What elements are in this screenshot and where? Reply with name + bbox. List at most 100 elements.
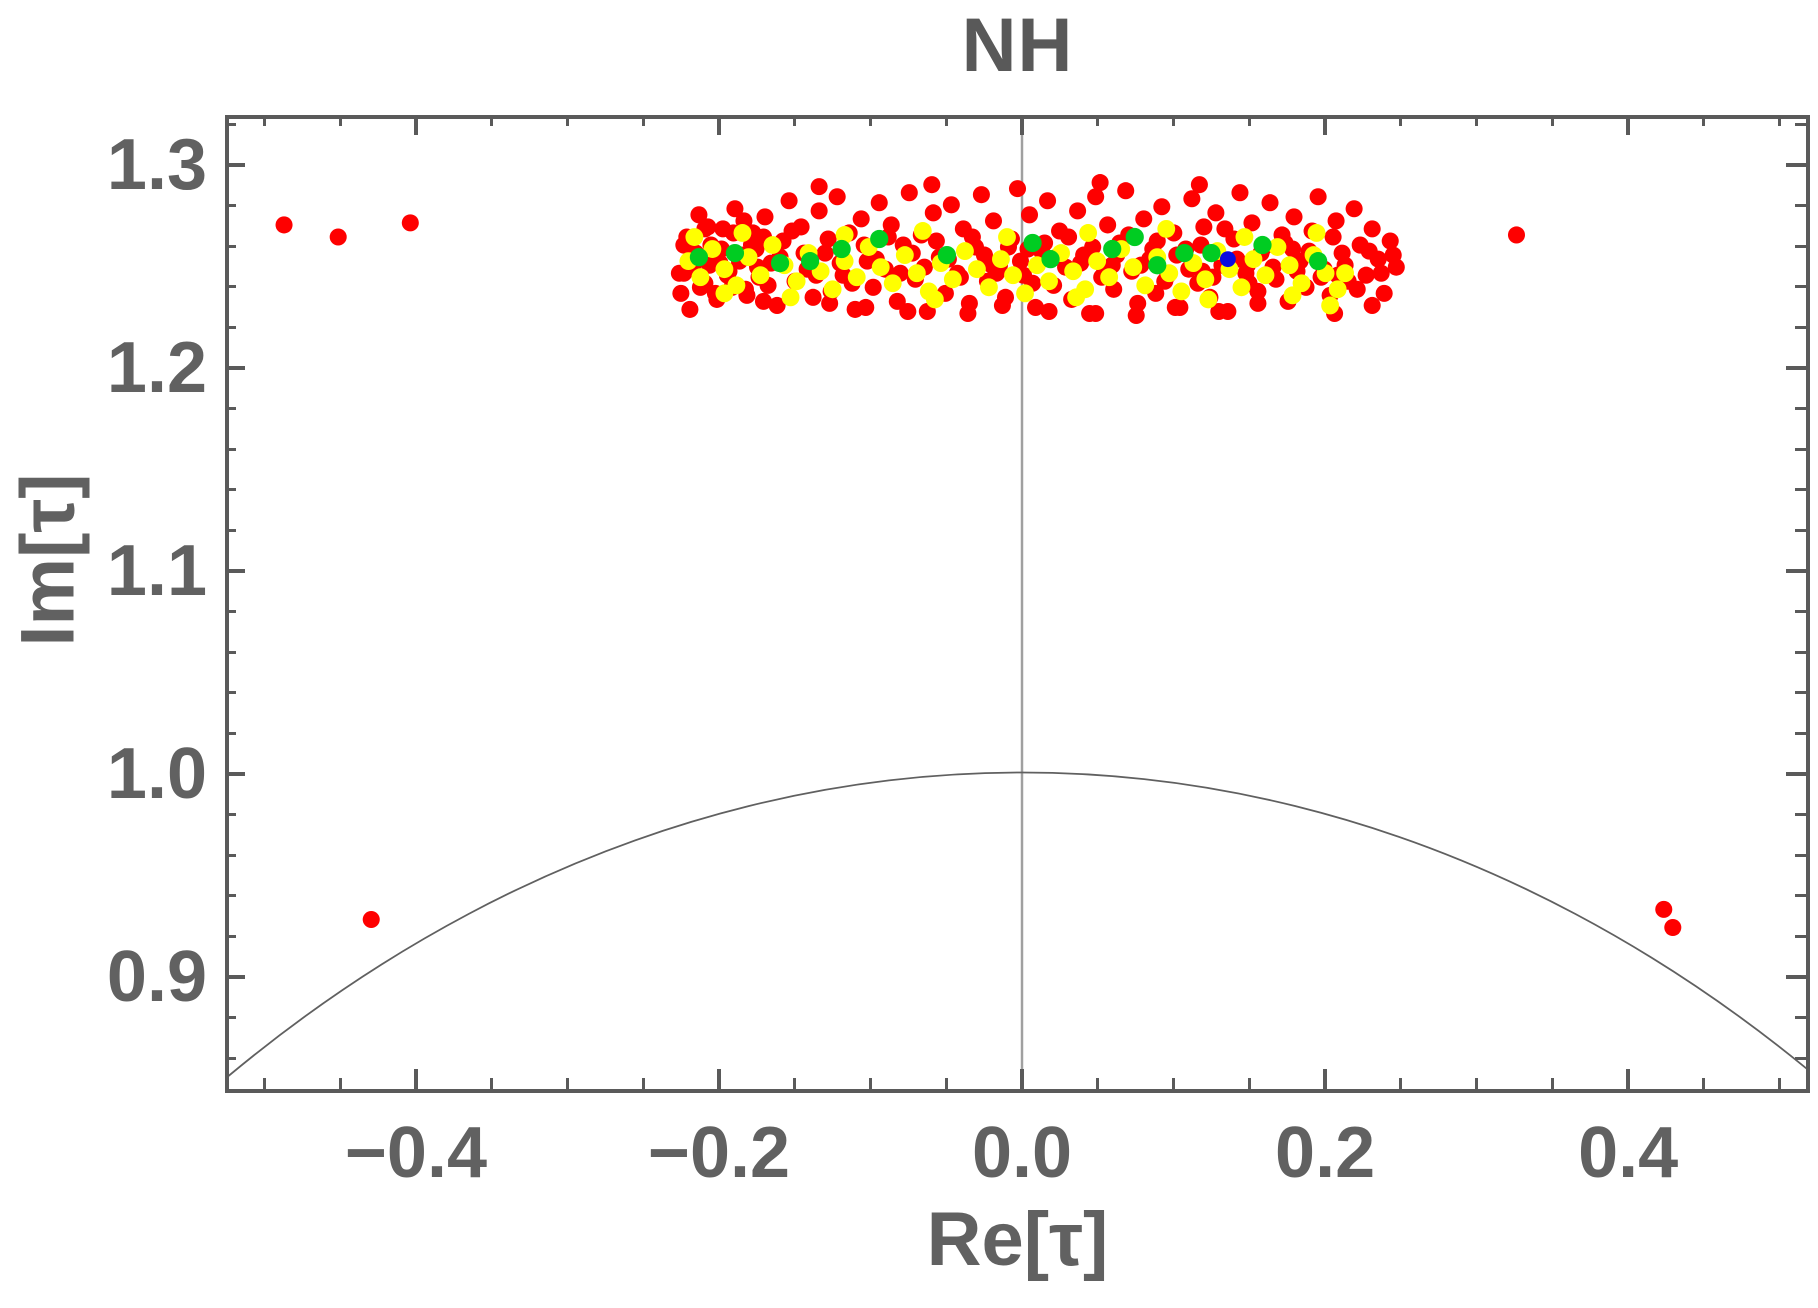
minor-tick xyxy=(1702,1078,1706,1089)
minor-tick xyxy=(869,1078,873,1089)
scatter-point xyxy=(1020,206,1039,224)
minor-tick xyxy=(565,115,569,126)
scatter-point xyxy=(972,186,990,204)
scatter-point xyxy=(1040,272,1058,291)
scatter-point xyxy=(1148,256,1167,275)
scatter-point xyxy=(1064,262,1083,281)
major-tick xyxy=(1626,115,1631,135)
scatter-point xyxy=(1235,228,1254,246)
scatter-point xyxy=(689,248,709,267)
scatter-point xyxy=(943,270,962,289)
scatter-point xyxy=(739,248,758,267)
minor-tick xyxy=(1795,204,1806,208)
scatter-point xyxy=(984,212,1003,230)
major-tick xyxy=(716,1069,721,1089)
scatter-point xyxy=(1309,188,1327,206)
minor-tick xyxy=(225,610,236,613)
scatter-point xyxy=(980,278,998,297)
scatter-point xyxy=(1087,188,1105,206)
scatter-point xyxy=(1244,250,1263,269)
scatter-point xyxy=(828,188,846,206)
minor-tick xyxy=(262,115,266,126)
scatter-point xyxy=(401,214,419,232)
scatter-point xyxy=(1183,190,1201,208)
scatter-point xyxy=(832,239,851,259)
scatter-point xyxy=(763,236,782,254)
scatter-point xyxy=(1207,204,1225,222)
minor-tick xyxy=(1795,285,1806,289)
minor-tick xyxy=(225,853,236,857)
scatter-point xyxy=(1084,238,1102,256)
scatter-point xyxy=(1328,280,1347,299)
minor-tick xyxy=(1702,115,1706,126)
minor-tick xyxy=(1096,115,1100,126)
scatter-point xyxy=(1249,294,1267,312)
minor-tick xyxy=(225,934,236,938)
major-tick xyxy=(1786,974,1806,979)
major-tick xyxy=(413,1069,418,1089)
scatter-point xyxy=(864,278,882,296)
scatter-point xyxy=(900,184,918,202)
scatter-point xyxy=(1091,174,1109,192)
major-tick xyxy=(1323,1069,1328,1089)
minor-tick xyxy=(225,122,236,126)
x-tick-label: 0.4 xyxy=(1578,1113,1679,1193)
scatter-point xyxy=(1219,251,1236,268)
major-tick xyxy=(1786,568,1806,573)
minor-tick xyxy=(1399,1078,1403,1089)
scatter-point xyxy=(1336,264,1355,283)
minor-tick xyxy=(1475,115,1479,126)
minor-tick xyxy=(1247,1078,1251,1089)
minor-tick xyxy=(1795,934,1806,938)
minor-tick xyxy=(225,325,236,329)
plot-area-canvas xyxy=(229,119,1806,1089)
major-tick xyxy=(1323,115,1328,135)
scatter-point xyxy=(835,226,854,244)
major-tick xyxy=(225,568,245,573)
red-points-series xyxy=(275,174,1682,937)
major-tick xyxy=(225,974,245,979)
minor-tick xyxy=(1172,1078,1176,1089)
scatter-point xyxy=(1088,252,1107,271)
minor-tick xyxy=(1795,325,1806,329)
scatter-point xyxy=(998,228,1016,246)
scatter-point xyxy=(1190,176,1208,194)
scatter-point xyxy=(1039,192,1057,210)
scatter-point xyxy=(1357,266,1375,284)
minor-tick xyxy=(1795,1015,1806,1019)
scatter-point xyxy=(1268,238,1287,256)
scatter-point xyxy=(756,208,774,226)
scatter-point xyxy=(847,268,866,287)
scatter-point xyxy=(1011,252,1030,270)
scatter-point xyxy=(1175,243,1194,263)
scatter-point xyxy=(1004,266,1022,285)
y-tick-label: 1.2 xyxy=(106,327,207,408)
scatter-point xyxy=(1124,258,1143,277)
scatter-point xyxy=(956,242,974,261)
scatter-point xyxy=(927,232,945,250)
scatter-point xyxy=(959,304,977,323)
minor-tick xyxy=(225,1056,236,1060)
scatter-point xyxy=(907,264,926,283)
scatter-point xyxy=(690,206,708,224)
scatter-point xyxy=(942,196,960,214)
scatter-point xyxy=(810,178,828,196)
y-axis-label: Im[τ] xyxy=(5,473,91,647)
minor-tick xyxy=(944,1078,948,1089)
scatter-point xyxy=(275,216,293,234)
minor-tick xyxy=(1795,447,1806,451)
minor-tick xyxy=(1795,407,1806,411)
minor-tick xyxy=(1795,122,1806,126)
minor-tick xyxy=(225,1015,236,1019)
scatter-point xyxy=(870,194,888,212)
scatter-point xyxy=(1321,296,1340,315)
minor-tick xyxy=(1795,894,1806,898)
scatter-point xyxy=(987,264,1006,282)
scatter-point xyxy=(780,192,798,210)
minor-tick xyxy=(1795,610,1806,613)
scatter-point xyxy=(699,218,717,236)
scatter-point xyxy=(1135,210,1153,228)
scatter-point xyxy=(810,202,828,220)
scatter-point xyxy=(1381,232,1399,250)
scatter-point xyxy=(1664,919,1682,937)
